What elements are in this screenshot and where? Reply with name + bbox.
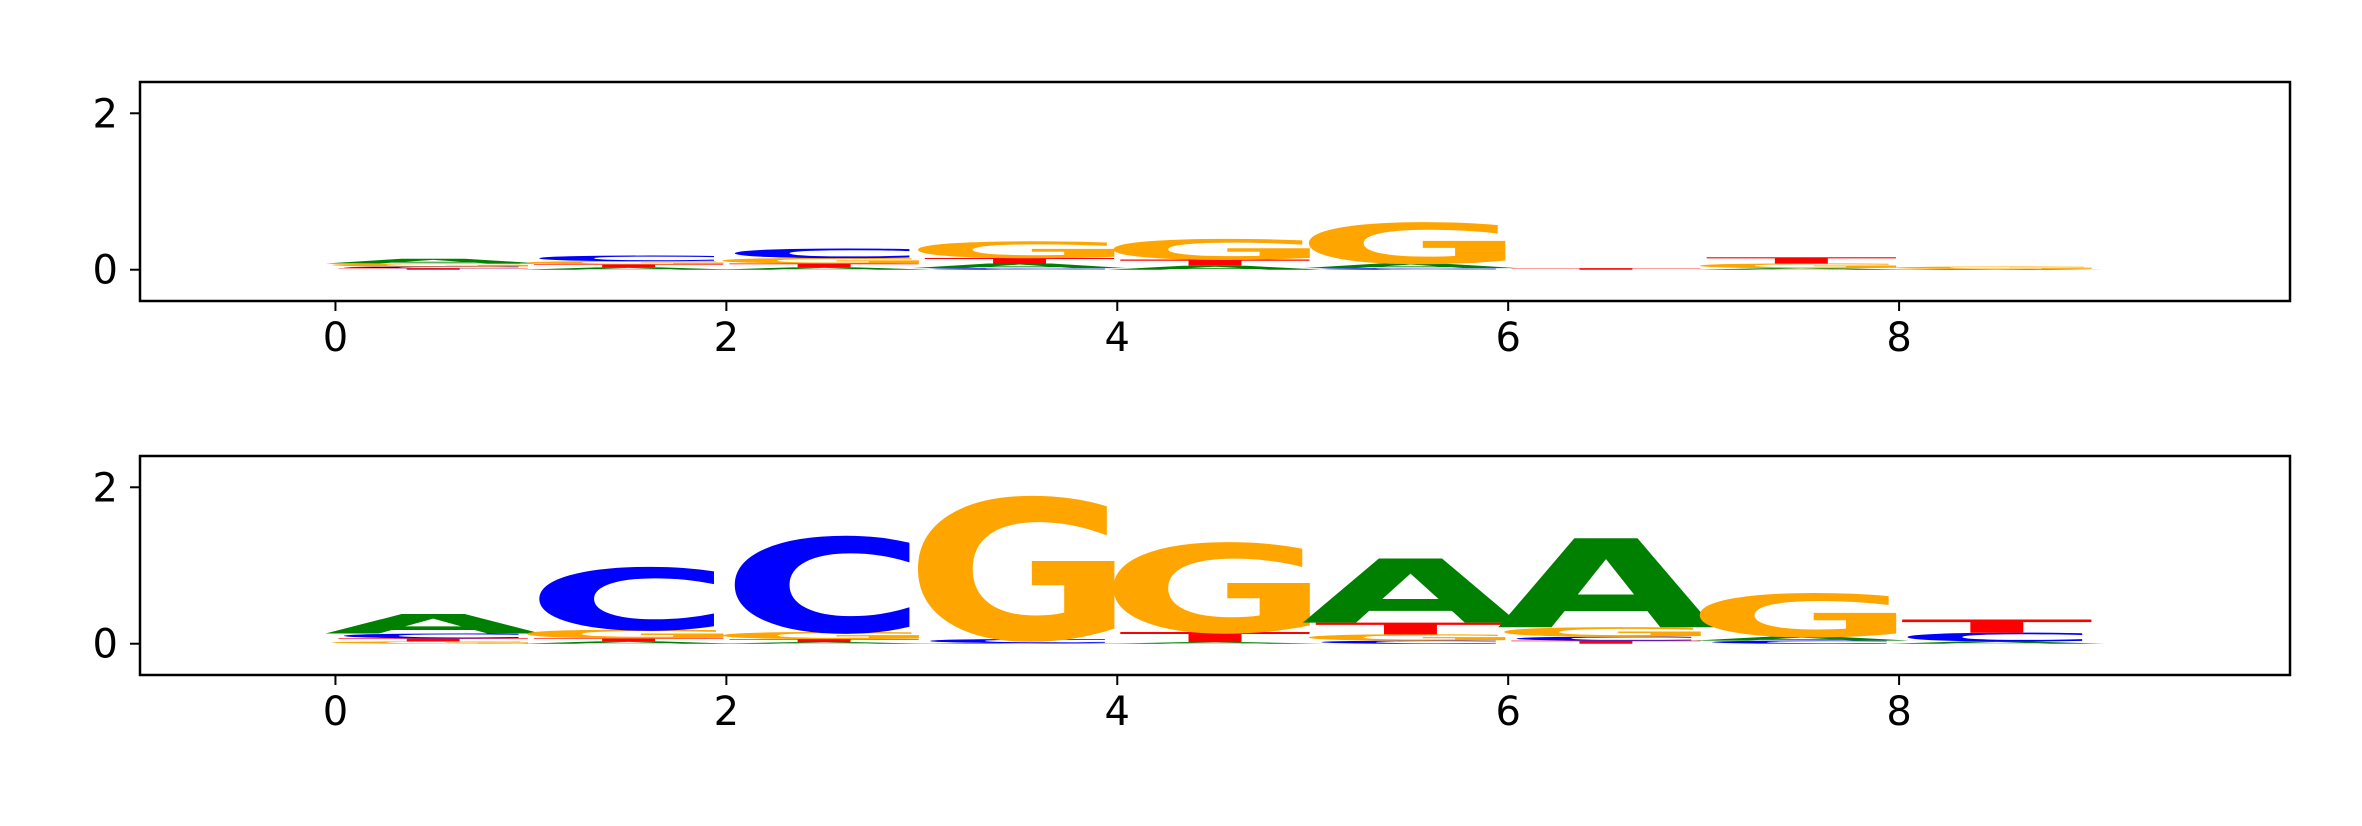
axes-frame — [138, 454, 2292, 677]
logo-letter-c: C — [1503, 636, 1710, 642]
logo-letter-a: A — [1301, 262, 1519, 269]
logo-letter-a: A — [1497, 514, 1715, 656]
logo-letter-g: G — [1686, 582, 1917, 651]
logo-letter-g: G — [1686, 262, 1917, 269]
logo-letter-g: G — [1099, 520, 1330, 661]
logo-letter-t: T — [1705, 255, 1897, 265]
x-tick-label: 8 — [1886, 315, 1911, 361]
y-tick-label: 0 — [93, 622, 118, 668]
logo-letter-c: C — [1698, 640, 1905, 645]
axes-frame — [138, 80, 2292, 303]
logo-letter-g: G — [318, 263, 549, 268]
logo-letter-c: C — [916, 268, 1123, 270]
x-tick-label: 6 — [1495, 689, 1520, 735]
logo-letter-g: G — [708, 630, 939, 641]
y-tick-label: 2 — [93, 465, 118, 511]
logo-letter-t: T — [1119, 629, 1311, 645]
logo-letter-g: G — [708, 256, 939, 265]
logo-letter-c: C — [330, 632, 537, 639]
logo-letter-a: A — [1106, 642, 1324, 644]
logo-letter-t: T — [1510, 268, 1702, 270]
logo-letter-g: G — [1099, 234, 1330, 266]
logo-letter-a: A — [324, 257, 542, 264]
logo-letter-t: T — [337, 268, 529, 270]
x-tick-label: 2 — [714, 315, 739, 361]
logo-letter-c: C — [330, 266, 537, 268]
logo-letter-a: A — [1106, 265, 1324, 271]
logo-letter-a: A — [1692, 268, 1910, 270]
logo-letter-a: A — [1301, 541, 1519, 643]
logo-letter-g: G — [513, 627, 744, 641]
x-tick-label: 6 — [1495, 315, 1520, 361]
y-tick-label: 2 — [93, 91, 118, 137]
x-tick-label: 4 — [1105, 315, 1130, 361]
logo-letter-a: A — [911, 643, 1129, 644]
logo-letter-a: A — [520, 267, 738, 271]
logo-letter-a: A — [1692, 636, 1910, 642]
logo-letter-c: C — [721, 246, 928, 261]
y-tick-label: 0 — [93, 248, 118, 294]
logo-letter-a: A — [715, 642, 933, 644]
x-tick-label: 4 — [1105, 689, 1130, 735]
logo-letter-a: A — [1888, 641, 2106, 645]
logo-letter-a: A — [715, 267, 933, 271]
logo-letter-c: C — [525, 551, 732, 649]
logo-letter-c: C — [1307, 268, 1514, 270]
logo-letter-t: T — [533, 637, 725, 642]
logo-letter-t: T — [1901, 616, 2093, 637]
logo-letter-c: C — [721, 511, 928, 662]
logo-letter-g: G — [904, 237, 1135, 263]
logo-letter-a: A — [520, 641, 738, 645]
logo-letter-c: C — [916, 638, 1123, 644]
logo-letter-t: T — [923, 256, 1115, 265]
logo-letter-g: G — [1490, 625, 1721, 640]
logo-letter-t: T — [533, 263, 725, 268]
logo-letter-t: T — [728, 638, 920, 643]
logo-letter-t: T — [337, 637, 529, 642]
logo-letter-t: T — [1510, 640, 1702, 645]
x-tick-label: 8 — [1886, 689, 1911, 735]
logo-letter-a: A — [324, 609, 542, 640]
logo-letter-t: T — [1119, 258, 1311, 268]
logo-letter-g: G — [318, 641, 549, 645]
logo-letter-t: T — [728, 262, 920, 268]
x-tick-label: 0 — [323, 689, 348, 735]
logo-letter-c: C — [1307, 640, 1514, 645]
logo-letter-g: G — [1295, 212, 1526, 277]
logo-letter-t: T — [1314, 620, 1506, 639]
logo-letter-c: C — [525, 254, 732, 263]
logo-letter-a: A — [911, 262, 1129, 269]
logo-letter-g: G — [1881, 266, 2112, 270]
logo-letter-a: A — [1888, 269, 2106, 270]
x-tick-label: 0 — [323, 315, 348, 361]
logo-letter-g: G — [904, 460, 1135, 685]
logo-letter-g: G — [513, 260, 744, 265]
logo-letter-c: C — [1893, 630, 2100, 644]
logo-letter-g: G — [1295, 633, 1526, 643]
x-tick-label: 2 — [714, 689, 739, 735]
